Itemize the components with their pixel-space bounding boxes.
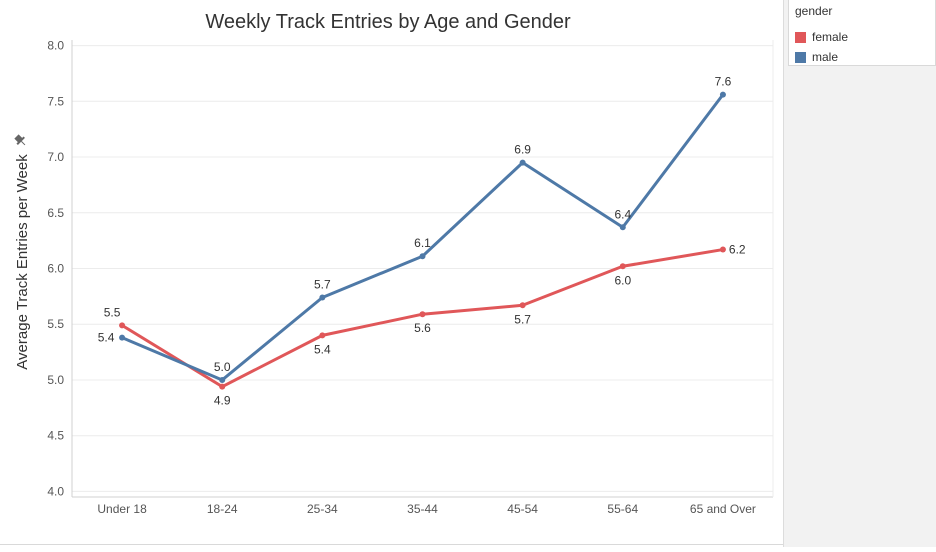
pin-icon[interactable] bbox=[13, 133, 29, 149]
y-axis-title: Average Track Entries per Week bbox=[14, 154, 31, 370]
y-tick-label: 5.5 bbox=[47, 317, 64, 331]
x-tick-label: Under 18 bbox=[97, 502, 147, 516]
data-point-male bbox=[119, 334, 126, 341]
data-point-female bbox=[519, 302, 526, 309]
data-label-female: 6.2 bbox=[729, 243, 746, 257]
y-tick-label: 6.0 bbox=[47, 262, 64, 276]
series-line-female bbox=[120, 248, 725, 389]
series-layer bbox=[119, 91, 726, 390]
data-point-male bbox=[219, 376, 226, 383]
data-point-female bbox=[419, 311, 426, 318]
bottom-divider bbox=[0, 544, 783, 545]
data-label-male: 5.0 bbox=[214, 360, 231, 374]
y-tick-label: 4.5 bbox=[47, 429, 64, 443]
axis-layer: 4.0 4.5 5.0 5.5 6.0 6.5 7.0 7.5 8.0 Under 18 18-24… bbox=[47, 39, 774, 516]
chart-title: Weekly Track Entries by Age and Gender bbox=[205, 11, 571, 33]
data-point-male bbox=[519, 159, 526, 166]
data-point-female bbox=[619, 263, 626, 270]
legend-swatch-male bbox=[795, 51, 806, 63]
data-label-female: 5.5 bbox=[104, 305, 121, 319]
y-tick-label: 7.0 bbox=[47, 150, 64, 164]
legend-item-female[interactable]: female bbox=[795, 30, 848, 44]
right-panel bbox=[783, 0, 936, 547]
y-tick-label: 5.0 bbox=[47, 373, 64, 387]
x-tick-label: 45-54 bbox=[507, 502, 538, 516]
y-tick-label: 7.5 bbox=[47, 94, 64, 108]
legend-label-male: male bbox=[812, 50, 839, 64]
data-label-male: 6.9 bbox=[514, 143, 531, 157]
y-tick-label: 8.0 bbox=[47, 39, 64, 53]
data-point-male bbox=[319, 294, 326, 301]
legend-item-male[interactable]: male bbox=[795, 50, 838, 64]
data-label-female: 6.0 bbox=[614, 273, 631, 287]
legend-label-female: female bbox=[812, 30, 849, 44]
data-label-female: 5.7 bbox=[514, 312, 531, 326]
grid-layer bbox=[72, 45, 773, 492]
data-point-female bbox=[119, 322, 126, 329]
y-tick-label: 4.0 bbox=[47, 484, 64, 498]
data-point-female bbox=[719, 246, 726, 253]
data-label-female: 5.6 bbox=[414, 321, 431, 335]
x-tick-label: 35-44 bbox=[407, 502, 438, 516]
data-point-male bbox=[719, 91, 726, 98]
x-tick-label: 65 and Over bbox=[690, 502, 756, 516]
line-chart: Weekly Track Entries by Age and Gender A… bbox=[13, 11, 774, 516]
data-point-female bbox=[219, 383, 226, 390]
legend-title: gender bbox=[795, 4, 833, 18]
data-label-male: 7.6 bbox=[715, 75, 732, 89]
legend: gender female male bbox=[788, 0, 936, 66]
data-point-female bbox=[319, 332, 326, 339]
data-point-male bbox=[419, 253, 426, 260]
chart-area: Weekly Track Entries by Age and Gender A… bbox=[13, 11, 774, 516]
data-label-female: 5.4 bbox=[314, 342, 331, 356]
y-tick-label: 6.5 bbox=[47, 206, 64, 220]
label-layer: 5.5 5.4 5.0 4.9 5.7 5.4 6.1 5.6 6.9 5.7 6.4 6.0 7.6 6… bbox=[98, 75, 746, 408]
data-label-male: 6.4 bbox=[614, 207, 631, 221]
y-axis-title-group: Average Track Entries per Week bbox=[14, 154, 31, 370]
legend-swatch-female bbox=[795, 31, 806, 43]
x-tick-label: 18-24 bbox=[207, 502, 238, 516]
data-label-male: 5.7 bbox=[314, 277, 331, 291]
x-tick-label: 55-64 bbox=[607, 502, 638, 516]
data-point-male bbox=[619, 224, 626, 231]
data-label-male: 6.1 bbox=[414, 236, 431, 250]
data-label-male: 5.4 bbox=[98, 331, 115, 345]
x-tick-label: 25-34 bbox=[307, 502, 338, 516]
data-label-female: 4.9 bbox=[214, 394, 231, 408]
